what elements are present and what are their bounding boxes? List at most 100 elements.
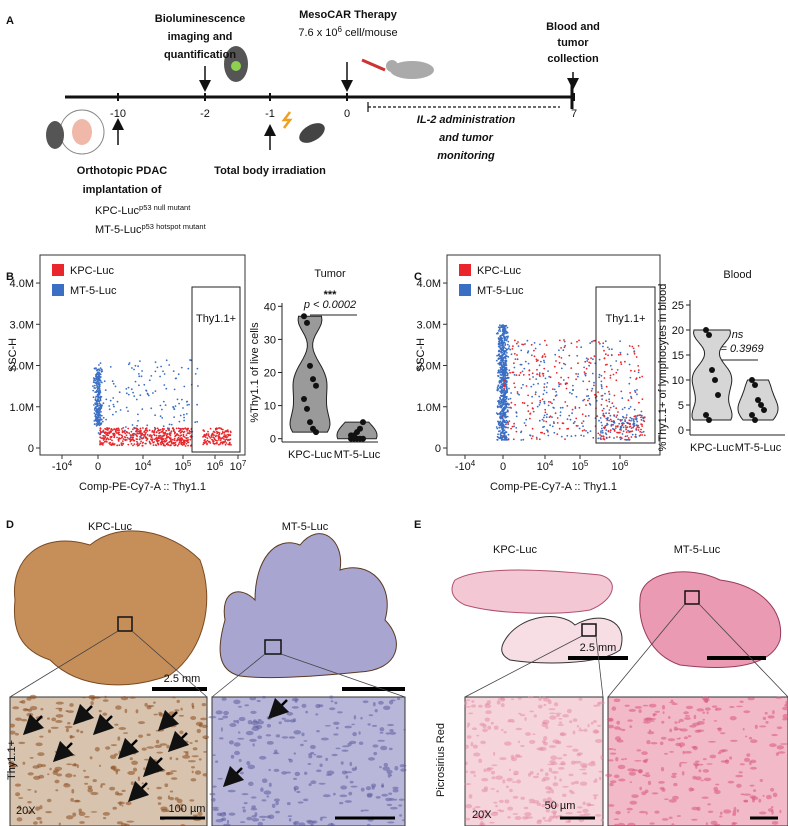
texture <box>379 766 382 769</box>
event-dot <box>630 369 632 372</box>
texture <box>629 781 633 784</box>
texture <box>472 807 476 811</box>
event-dot <box>136 424 139 427</box>
event-dot <box>132 444 134 447</box>
texture <box>240 771 244 775</box>
texture <box>545 726 549 729</box>
event-dot <box>224 430 227 432</box>
event-dot <box>526 339 529 342</box>
texture <box>27 772 34 776</box>
texture <box>578 697 583 701</box>
event-dot <box>506 396 508 398</box>
legend-label: MT-5-Luc <box>477 285 524 297</box>
event-dot <box>536 405 539 408</box>
x-tick-label-sup: 4 <box>471 459 476 468</box>
event-dot <box>505 362 507 365</box>
texture <box>598 701 606 705</box>
event-dot <box>206 437 209 439</box>
texture <box>551 789 554 794</box>
texture <box>782 714 788 719</box>
texture <box>522 816 529 820</box>
event-dot <box>598 358 601 361</box>
texture <box>500 703 505 708</box>
event-dot <box>497 345 500 348</box>
texture <box>153 701 156 704</box>
event-dot <box>517 341 519 343</box>
texture <box>325 757 329 762</box>
event-dot <box>93 409 96 411</box>
event-dot <box>162 425 165 428</box>
texture <box>636 749 642 752</box>
event-dot <box>587 399 589 402</box>
texture <box>545 809 550 813</box>
texture <box>252 725 259 728</box>
event-dot <box>635 436 637 439</box>
texture <box>326 770 335 775</box>
event-dot <box>497 326 500 329</box>
event-dot <box>101 370 104 373</box>
texture <box>223 823 231 826</box>
event-dot <box>97 371 100 374</box>
event-dot <box>98 368 100 371</box>
event-dot <box>506 381 508 383</box>
texture <box>497 809 502 812</box>
texture <box>615 757 619 762</box>
texture <box>548 745 557 748</box>
event-dot <box>575 395 578 398</box>
event-dot <box>222 435 225 438</box>
event-dot <box>136 442 139 445</box>
event-dot <box>127 386 130 389</box>
texture <box>73 763 77 767</box>
x-tick-label: 104 <box>537 459 554 474</box>
texture <box>609 752 617 755</box>
event-dot <box>135 434 138 437</box>
event-dot <box>215 434 218 437</box>
event-dot <box>189 435 192 438</box>
texture <box>35 806 40 811</box>
event-dot <box>160 365 163 368</box>
texture <box>705 822 709 825</box>
texture <box>647 780 652 786</box>
texture <box>689 724 697 728</box>
event-dot <box>139 394 142 397</box>
texture <box>617 764 626 770</box>
event-dot <box>502 374 505 376</box>
event-dot <box>629 422 631 425</box>
texture <box>288 818 292 822</box>
texture <box>366 792 373 797</box>
event-dot <box>502 407 505 409</box>
texture <box>261 799 267 802</box>
texture <box>209 792 216 796</box>
texture <box>683 736 689 740</box>
event-dot <box>498 426 501 429</box>
texture <box>349 780 354 784</box>
event-dot <box>511 425 514 428</box>
event-dot <box>166 436 168 439</box>
event-dot <box>94 397 97 399</box>
event-dot <box>528 378 531 380</box>
event-dot <box>522 383 524 386</box>
event-dot <box>98 404 101 407</box>
event-dot <box>600 395 603 397</box>
texture <box>217 718 224 720</box>
event-dot <box>118 429 121 431</box>
texture <box>120 696 129 701</box>
texture <box>103 817 107 820</box>
event-dot <box>521 370 524 373</box>
event-dot <box>113 405 115 408</box>
texture <box>660 767 665 772</box>
event-dot <box>99 440 101 443</box>
event-dot <box>226 429 229 432</box>
event-dot <box>636 393 638 396</box>
event-dot <box>98 413 101 416</box>
irradiation-text: Total body irradiation <box>214 165 326 177</box>
event-dot <box>629 376 632 379</box>
texture <box>268 768 272 772</box>
event-dot <box>643 434 646 437</box>
event-dot <box>500 342 503 344</box>
texture <box>132 751 137 755</box>
event-dot <box>511 371 514 374</box>
texture <box>211 754 216 756</box>
event-dot <box>601 429 604 432</box>
texture <box>770 787 775 792</box>
